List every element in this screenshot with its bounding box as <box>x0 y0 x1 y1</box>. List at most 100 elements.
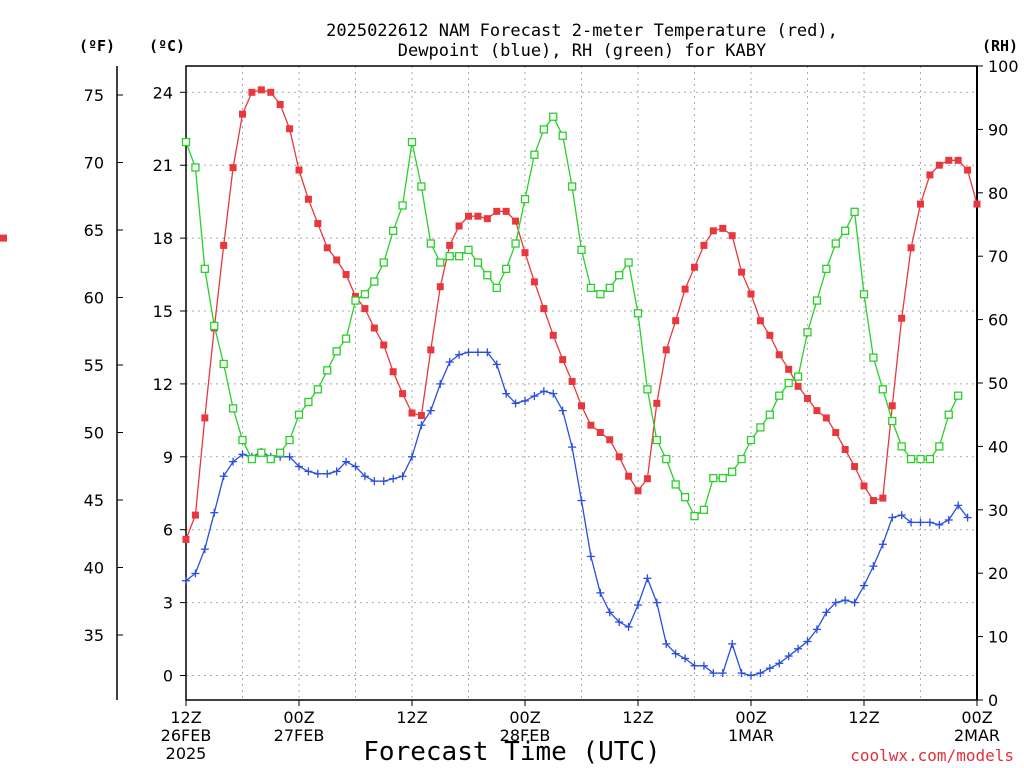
rh-point <box>850 207 859 216</box>
temperature-point <box>399 390 407 398</box>
temperature-point <box>672 317 680 325</box>
temperature-point <box>191 511 199 519</box>
temperature-point <box>370 324 378 332</box>
temperature-point <box>804 394 811 402</box>
rh-point <box>699 505 709 514</box>
rh-point <box>596 290 605 299</box>
rh-point <box>567 182 577 191</box>
dewpoint-point <box>812 625 821 634</box>
celsius-tick-label: 15 <box>153 302 173 321</box>
temperature-point <box>257 86 265 94</box>
rh-point <box>389 226 398 235</box>
dewpoint-point <box>389 474 398 483</box>
dewpoint-point <box>954 501 963 510</box>
temperature-point <box>841 446 849 454</box>
temperature-point <box>662 346 670 354</box>
x-axis-label: Forecast Time (UTC) <box>363 737 660 767</box>
temperature-point <box>653 399 661 407</box>
dewpoint-point <box>718 669 727 678</box>
chart-title-line1: 2025022612 NAM Forecast 2-meter Temperat… <box>326 21 838 41</box>
dewpoint-point <box>238 450 247 459</box>
dewpoint-point <box>907 518 916 527</box>
x-tick-label: 12Z <box>622 708 653 727</box>
dewpoint-point <box>935 520 944 529</box>
celsius-tick-label: 24 <box>153 83 173 102</box>
dewpoint-point <box>624 622 633 631</box>
temperature-point <box>314 220 322 228</box>
rh-point <box>925 454 935 464</box>
rh-point <box>737 454 746 464</box>
temperature-point <box>483 215 491 223</box>
dewpoint-point <box>577 496 586 505</box>
rh-point <box>454 252 464 261</box>
tick-labels: 0 3 6 9 12 15 18 21 24 35 40 45 50 55 60 65 70 75 0 10 20 30 4… <box>84 57 1019 763</box>
rh-point <box>775 391 784 400</box>
dewpoint-point <box>888 513 897 522</box>
rh-point <box>341 334 351 343</box>
rh-point <box>765 410 774 419</box>
rh-point <box>756 423 765 432</box>
rh-point <box>257 448 266 457</box>
fahrenheit-tick-label: 65 <box>84 221 104 240</box>
temperature-point <box>709 227 717 235</box>
rh-tick-label: 80 <box>988 184 1008 203</box>
dewpoint-point <box>794 644 803 653</box>
dewpoint-point <box>210 508 219 517</box>
celsius-tick-label: 9 <box>163 448 173 467</box>
rh-point <box>709 473 718 483</box>
temperature-point <box>352 292 359 300</box>
rh-point <box>313 385 322 394</box>
temperature-point <box>559 356 567 364</box>
temperature-point <box>954 156 962 164</box>
dewpoint-point <box>379 477 388 486</box>
rh-point <box>897 442 906 451</box>
temperature-point <box>728 232 736 240</box>
rh-point <box>191 163 200 172</box>
temperature-point <box>342 271 350 279</box>
fahrenheit-tick-label: 45 <box>84 491 104 510</box>
rh-point <box>426 239 435 248</box>
temperature-point <box>700 241 708 249</box>
dewpoint-point <box>944 515 953 524</box>
dewpoint-point <box>323 469 332 478</box>
dewpoint-line <box>185 351 969 677</box>
temperature-point <box>945 156 953 164</box>
rh-point <box>841 226 850 235</box>
celsius-tick-label: 12 <box>153 375 173 394</box>
dewpoint-point <box>925 518 934 527</box>
fahrenheit-tick-label: 55 <box>84 356 104 375</box>
rh-point <box>916 454 925 464</box>
dewpoint-point <box>596 588 605 597</box>
rh-tick-label: 90 <box>988 120 1008 139</box>
dewpoint-point <box>699 661 708 670</box>
temperature-point <box>907 244 915 252</box>
temperature-point <box>286 125 294 133</box>
dewpoint-point <box>756 669 765 678</box>
temperature-point <box>389 368 397 376</box>
x-tick-label: 27FEB <box>274 726 325 745</box>
rh-point <box>906 454 916 464</box>
temperature-point <box>813 407 821 415</box>
celsius-tick-label: 0 <box>163 667 173 686</box>
rh-point <box>294 410 304 419</box>
rh-point <box>728 467 737 476</box>
dewpoint-point <box>285 452 294 461</box>
rh-tick-label: 70 <box>988 247 1008 266</box>
fahrenheit-tick-label: 35 <box>84 626 104 645</box>
dewpoint-point <box>878 540 887 549</box>
rh-point <box>671 480 680 489</box>
rh-point <box>586 283 596 293</box>
temperature-point <box>521 249 529 257</box>
temperature-point <box>917 200 924 208</box>
rh-point <box>445 252 454 261</box>
fahrenheit-axis-unit: (ºF) <box>79 37 115 55</box>
rh-point <box>633 309 643 318</box>
rh-point <box>954 391 963 400</box>
dewpoint-point <box>841 596 850 605</box>
dewpoint-point <box>643 574 652 583</box>
dewpoint-point <box>568 443 577 452</box>
temperature-point <box>747 290 755 298</box>
dewpoint-point <box>690 661 699 670</box>
temperature-point <box>333 256 341 264</box>
rh-point <box>680 492 690 502</box>
